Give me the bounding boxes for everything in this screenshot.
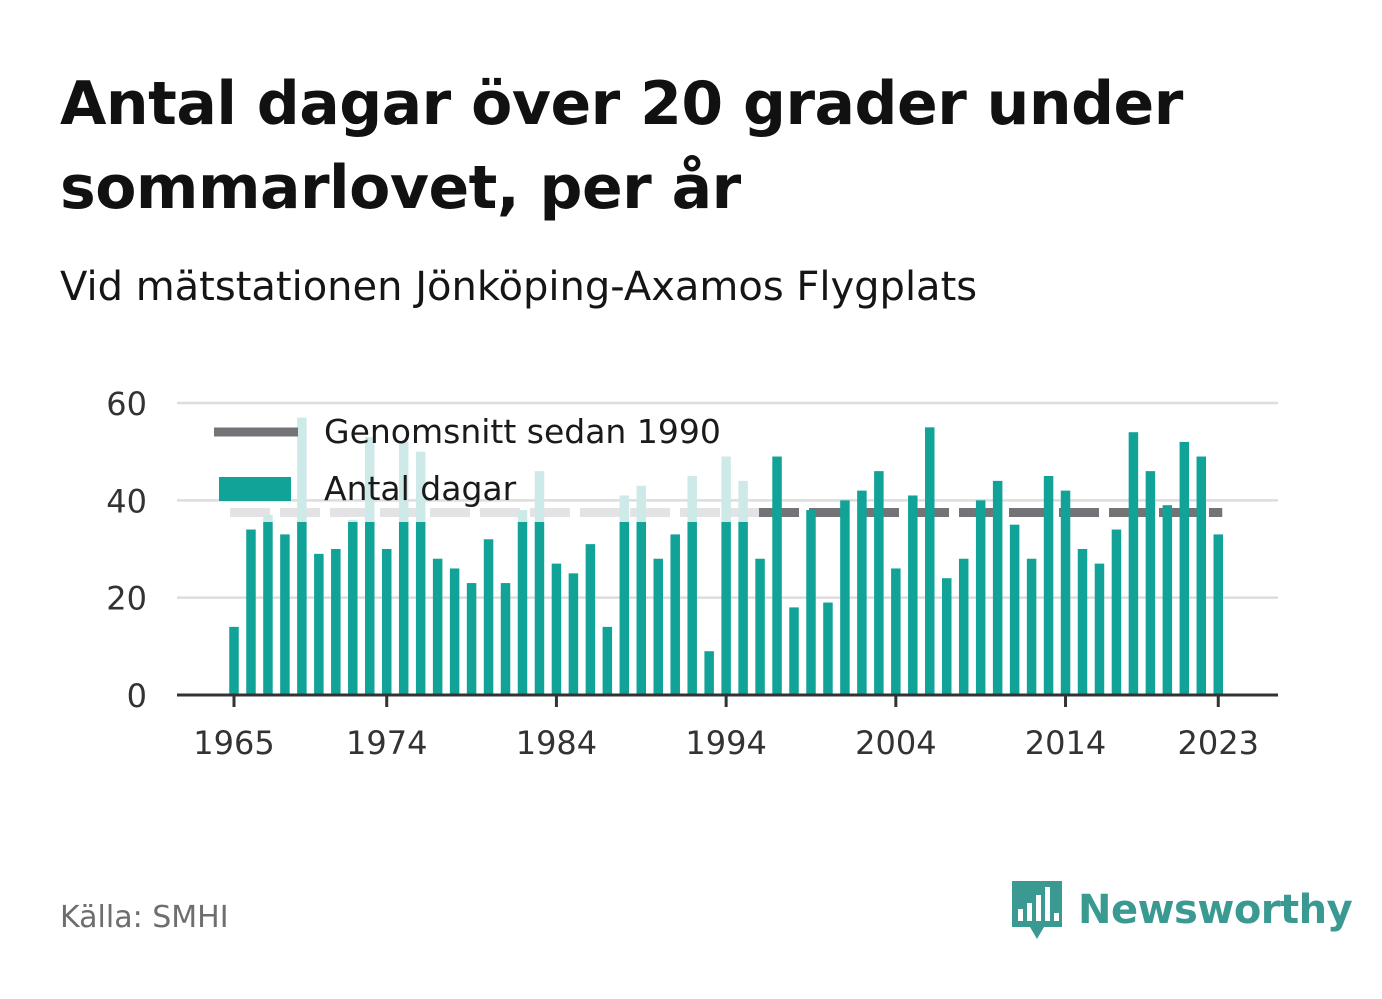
x-axis: 1965 1974 1984 1994 2004 2014 2023 — [177, 693, 1278, 762]
bar-1965 — [229, 626, 239, 695]
bar-chart-speech-bubble-icon — [1012, 881, 1062, 939]
bar-2021 — [1179, 441, 1190, 695]
legend: Genomsnitt sedan 1990 Antal dagar — [214, 412, 721, 508]
bar-1976 — [415, 522, 426, 695]
bar-1967-faded — [263, 514, 273, 522]
bar-2014 — [1060, 490, 1071, 695]
y-axis-labels: 0 20 40 60 — [106, 385, 147, 715]
bar-1993 — [704, 651, 714, 695]
bar-1968 — [280, 534, 290, 695]
bar-1992-faded — [687, 476, 697, 522]
bar-1989 — [636, 522, 647, 695]
y-tick-label-20: 20 — [106, 580, 147, 618]
bar-1988 — [619, 522, 630, 695]
chart-subtitle: Vid mätstationen Jönköping-Axamos Flygpl… — [60, 264, 978, 310]
bar-2012 — [1026, 558, 1037, 695]
bar-2017 — [1111, 529, 1122, 695]
bar-1989-faded — [636, 485, 647, 522]
newsworthy-brand: Newsworthy — [1010, 878, 1353, 942]
bar-1983 — [534, 522, 545, 695]
x-tick-label-1965: 1965 — [193, 724, 274, 762]
bar-2003 — [874, 471, 884, 695]
bar-1978 — [449, 568, 460, 695]
x-tick-label-1984: 1984 — [516, 724, 597, 762]
x-tick-label-2004: 2004 — [855, 724, 936, 762]
bar-2013 — [1043, 476, 1054, 695]
bar-2010 — [992, 480, 1003, 695]
bar-1972 — [348, 522, 358, 695]
bar-2002 — [857, 490, 867, 695]
y-tick-label-40: 40 — [106, 482, 147, 520]
x-tick-label-1994: 1994 — [685, 724, 766, 762]
legend-label-bars: Antal dagar — [324, 469, 517, 508]
x-tick-label-1974: 1974 — [346, 724, 427, 762]
bar-1974 — [381, 549, 392, 695]
y-tick-label-60: 60 — [106, 385, 147, 423]
bar-1987 — [602, 626, 613, 695]
chart-title: Antal dagar över 20 grader under sommarl… — [60, 69, 1183, 223]
bar-1969 — [297, 522, 307, 695]
bar-1972-faded — [348, 519, 358, 522]
brand-name: Newsworthy — [1078, 887, 1353, 933]
bar-2005 — [908, 495, 918, 695]
bar-1981 — [500, 583, 511, 695]
bar-2008 — [958, 558, 969, 695]
bar-1975-faded — [398, 441, 409, 522]
x-tick-label-2023: 2023 — [1178, 724, 1259, 762]
bar-1966 — [246, 529, 256, 695]
bar-chart: 0 20 40 60 Genomsnitt sedan 1990 Antal dagar… — [106, 385, 1278, 762]
bar-2023 — [1213, 534, 1224, 695]
bar-1998 — [789, 607, 799, 695]
source-label: Källa: SMHI — [60, 900, 229, 935]
bar-2019 — [1145, 471, 1156, 695]
bar-1986 — [585, 544, 596, 695]
bar-1992 — [687, 522, 697, 695]
bar-2011 — [1009, 524, 1020, 695]
bar-1973-faded — [365, 437, 375, 522]
bar-2009 — [975, 500, 986, 695]
bar-2004 — [891, 568, 901, 695]
legend-swatch-bars — [219, 477, 291, 501]
bar-2006 — [925, 427, 935, 695]
x-tick-label-2014: 2014 — [1025, 724, 1106, 762]
bar-1967 — [263, 522, 273, 695]
bar-1999 — [806, 510, 816, 695]
bar-1971 — [331, 549, 341, 695]
legend-label-average: Genomsnitt sedan 1990 — [324, 412, 721, 451]
bar-1994 — [721, 522, 731, 695]
bar-1979 — [466, 583, 477, 695]
bar-2016 — [1094, 563, 1105, 695]
bars — [229, 417, 1224, 695]
bar-1985 — [568, 573, 579, 695]
bar-1990 — [653, 558, 663, 695]
y-tick-label-0: 0 — [127, 677, 147, 715]
bar-2007 — [941, 578, 952, 695]
bar-2020 — [1162, 505, 1173, 695]
bar-1982 — [517, 522, 528, 695]
bar-1982-faded — [517, 510, 528, 522]
bar-1983-faded — [534, 471, 545, 522]
bar-1988-faded — [619, 495, 630, 522]
bar-2000 — [823, 602, 833, 695]
bar-1975 — [398, 522, 409, 695]
bar-1969-faded — [297, 417, 307, 522]
bar-1996 — [755, 558, 765, 695]
bar-1984 — [551, 563, 562, 695]
bar-1991 — [670, 534, 680, 695]
bar-1977 — [432, 558, 443, 695]
bar-1970 — [314, 553, 324, 695]
bar-1994-faded — [721, 456, 731, 522]
bar-1980 — [483, 539, 494, 695]
bar-1995-faded — [738, 480, 748, 522]
bar-1976-faded — [415, 451, 426, 522]
bar-1995 — [738, 522, 748, 695]
bar-2015 — [1077, 549, 1088, 695]
bar-2022 — [1196, 456, 1207, 695]
bar-2001 — [840, 500, 850, 695]
bar-2018 — [1128, 432, 1139, 695]
bar-1973 — [365, 522, 375, 695]
bar-1997 — [772, 456, 782, 695]
